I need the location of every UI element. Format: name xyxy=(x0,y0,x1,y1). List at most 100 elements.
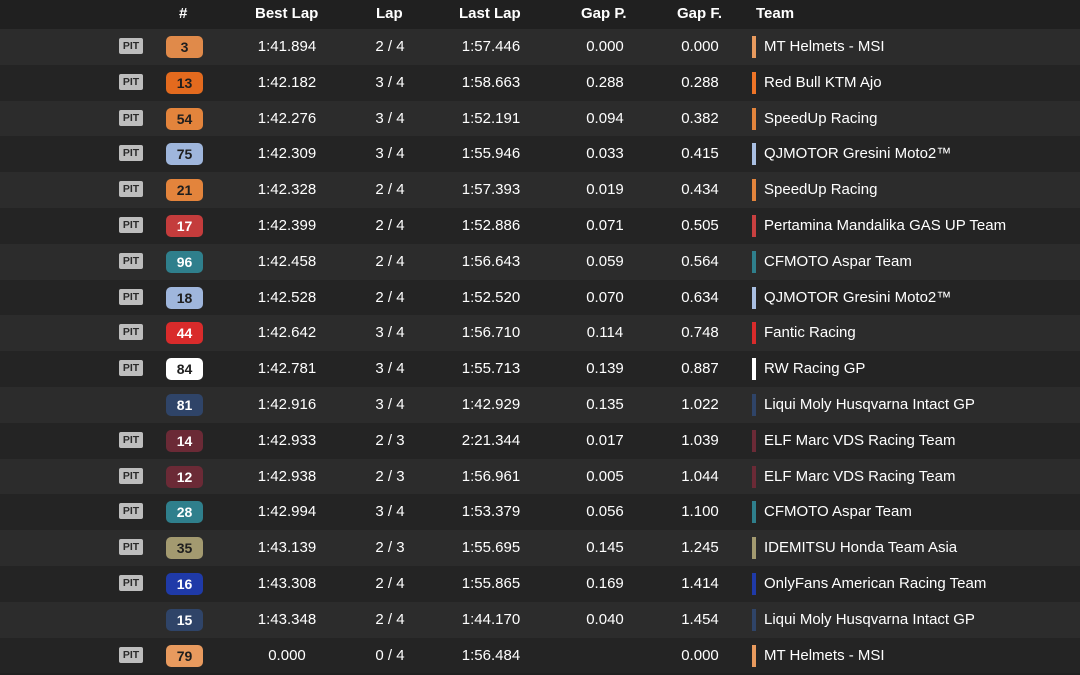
pit-badge: PIT xyxy=(119,181,143,198)
table-row[interactable]: PIT 14 1:42.933 2 / 3 2:21.344 0.017 1.039 ELF … xyxy=(0,422,1080,459)
gap-previous-cell: 0.017 xyxy=(586,431,624,449)
table-row[interactable]: PIT 84 1:42.781 3 / 4 1:55.713 0.139 0.887 RW R… xyxy=(0,351,1080,387)
table-row[interactable]: PIT 21 1:42.328 2 / 4 1:57.393 0.019 0.434 Spee… xyxy=(0,172,1080,208)
gap-first-cell: 1.414 xyxy=(681,574,719,592)
table-row[interactable]: PIT 28 1:42.994 3 / 4 1:53.379 0.056 1.100 CFMO… xyxy=(0,494,1080,531)
rider-number-badge: 54 xyxy=(166,107,203,130)
pit-badge: PIT xyxy=(119,38,143,54)
table-row[interactable]: PIT 79 0.000 0 / 4 1:56.484 0.000 MT Helmets -… xyxy=(0,637,1080,674)
best-lap-cell: 1:42.994 xyxy=(257,503,317,521)
team-name-cell: Pertamina Mandalika GAS UP Team xyxy=(764,216,1007,234)
lap-count-cell: 2 / 4 xyxy=(375,38,405,55)
lap-count-cell: 2 / 4 xyxy=(375,252,405,270)
rider-number-badge: 21 xyxy=(166,179,203,202)
pit-badge: PIT xyxy=(119,109,143,126)
last-lap-cell: 1:55.865 xyxy=(461,574,521,592)
table-row[interactable]: PIT 35 1:43.139 2 / 3 1:55.695 0.145 1.245 IDEM… xyxy=(0,530,1080,566)
last-lap-cell: 1:55.695 xyxy=(461,539,521,557)
team-name-cell: MT Helmets - MSI xyxy=(764,646,885,664)
team-name-cell: IDEMITSU Honda Team Asia xyxy=(764,539,958,557)
rider-number-badge: 96 xyxy=(166,250,203,273)
last-lap-cell: 1:57.393 xyxy=(461,181,521,199)
table-row[interactable]: PIT 12 1:42.938 2 / 3 1:56.961 0.005 1.044 ELF … xyxy=(0,458,1080,495)
team-color-bar xyxy=(752,429,756,452)
team-color-bar xyxy=(752,179,756,202)
gap-previous-cell: 0.000 xyxy=(586,38,624,55)
team-color-bar xyxy=(752,501,756,524)
team-name-cell: CFMOTO Aspar Team xyxy=(764,252,912,270)
gap-previous-cell: 0.094 xyxy=(586,109,624,127)
team-color-bar xyxy=(752,36,756,58)
rider-number-badge: 12 xyxy=(166,465,203,488)
lap-count-cell: 3 / 4 xyxy=(375,503,405,521)
gap-previous-cell: 0.135 xyxy=(586,395,624,413)
team-color-bar xyxy=(752,393,756,416)
lap-count-cell: 3 / 4 xyxy=(375,395,405,413)
table-row[interactable]: PIT 54 1:42.276 3 / 4 1:52.191 0.094 0.382 Spee… xyxy=(0,100,1080,137)
team-color-bar xyxy=(752,250,756,273)
header-gap-previous: Gap P. xyxy=(581,5,627,22)
pit-badge: PIT xyxy=(119,288,143,305)
last-lap-cell: 1:56.484 xyxy=(461,646,521,664)
best-lap-cell: 1:42.933 xyxy=(257,431,317,449)
lap-count-cell: 3 / 4 xyxy=(375,109,405,127)
lap-count-cell: 3 / 4 xyxy=(375,360,405,378)
last-lap-cell: 1:55.713 xyxy=(461,360,521,378)
pit-badge: PIT xyxy=(119,467,143,484)
lap-count-cell: 3 / 4 xyxy=(375,73,405,91)
best-lap-cell: 1:43.139 xyxy=(257,539,317,557)
last-lap-cell: 1:56.961 xyxy=(461,467,521,485)
team-name-cell: SpeedUp Racing xyxy=(764,181,878,199)
lap-count-cell: 2 / 3 xyxy=(375,431,405,449)
team-name-cell: SpeedUp Racing xyxy=(764,109,878,127)
lap-count-cell: 2 / 4 xyxy=(375,216,405,234)
table-row[interactable]: PIT 18 1:42.528 2 / 4 1:52.520 0.070 0.634 QJMO… xyxy=(0,279,1080,316)
gap-first-cell: 0.000 xyxy=(681,646,719,664)
pit-badge: PIT xyxy=(119,503,143,520)
table-row[interactable]: 81 1:42.916 3 / 4 1:42.929 0.135 1.022 Liqui M… xyxy=(0,386,1080,423)
pit-badge: PIT xyxy=(119,574,143,591)
gap-previous-cell: 0.070 xyxy=(586,288,624,306)
rider-number-badge: 84 xyxy=(166,358,203,381)
table-row[interactable]: PIT 16 1:43.308 2 / 4 1:55.865 0.169 1.414 Only… xyxy=(0,565,1080,602)
pit-badge: PIT xyxy=(119,539,143,556)
best-lap-cell: 1:42.182 xyxy=(257,73,317,91)
rider-number-badge: 3 xyxy=(166,36,203,58)
best-lap-cell: 1:43.348 xyxy=(257,610,317,628)
last-lap-cell: 1:58.663 xyxy=(461,73,521,91)
gap-previous-cell: 0.071 xyxy=(586,216,624,234)
team-color-bar xyxy=(752,143,756,166)
last-lap-cell: 1:53.379 xyxy=(461,503,521,521)
gap-first-cell: 0.000 xyxy=(681,38,719,55)
team-color-bar xyxy=(752,608,756,631)
best-lap-cell: 1:42.781 xyxy=(257,360,317,378)
best-lap-cell: 1:42.399 xyxy=(257,216,317,234)
pit-badge: PIT xyxy=(119,216,143,233)
rider-number-badge: 35 xyxy=(166,537,203,560)
rider-number-badge: 16 xyxy=(166,572,203,595)
team-name-cell: QJMOTOR Gresini Moto2™ xyxy=(764,288,952,306)
last-lap-cell: 1:55.946 xyxy=(461,145,521,163)
pit-badge: PIT xyxy=(119,145,143,162)
rider-number-badge: 28 xyxy=(166,501,203,524)
table-row[interactable]: 15 1:43.348 2 / 4 1:44.170 0.040 1.454 Liqui M… xyxy=(0,601,1080,638)
team-color-bar xyxy=(752,286,756,309)
team-color-bar xyxy=(752,465,756,488)
rider-number-badge: 79 xyxy=(166,644,203,667)
table-row[interactable]: PIT 13 1:42.182 3 / 4 1:58.663 0.288 0.288 Red … xyxy=(0,64,1080,101)
table-row[interactable]: PIT 3 1:41.894 2 / 4 1:57.446 0.000 0.000 MT He… xyxy=(0,29,1080,65)
best-lap-cell: 1:42.916 xyxy=(257,395,317,413)
team-name-cell: Red Bull KTM Ajo xyxy=(764,73,882,91)
table-row[interactable]: PIT 96 1:42.458 2 / 4 1:56.643 0.059 0.564 CFMO… xyxy=(0,243,1080,280)
lap-count-cell: 3 / 4 xyxy=(375,145,405,163)
last-lap-cell: 2:21.344 xyxy=(461,431,521,449)
best-lap-cell: 1:42.276 xyxy=(257,109,317,127)
table-row[interactable]: PIT 75 1:42.309 3 / 4 1:55.946 0.033 0.415 QJMO… xyxy=(0,136,1080,173)
rider-number-badge: 44 xyxy=(166,322,203,345)
table-row[interactable]: PIT 17 1:42.399 2 / 4 1:52.886 0.071 0.505 Pert… xyxy=(0,207,1080,244)
table-row[interactable]: PIT 44 1:42.642 3 / 4 1:56.710 0.114 0.748 Fant… xyxy=(0,315,1080,352)
gap-first-cell: 1.044 xyxy=(681,467,719,485)
lap-count-cell: 2 / 3 xyxy=(375,539,405,557)
team-color-bar xyxy=(752,107,756,130)
gap-first-cell: 0.382 xyxy=(681,109,719,127)
